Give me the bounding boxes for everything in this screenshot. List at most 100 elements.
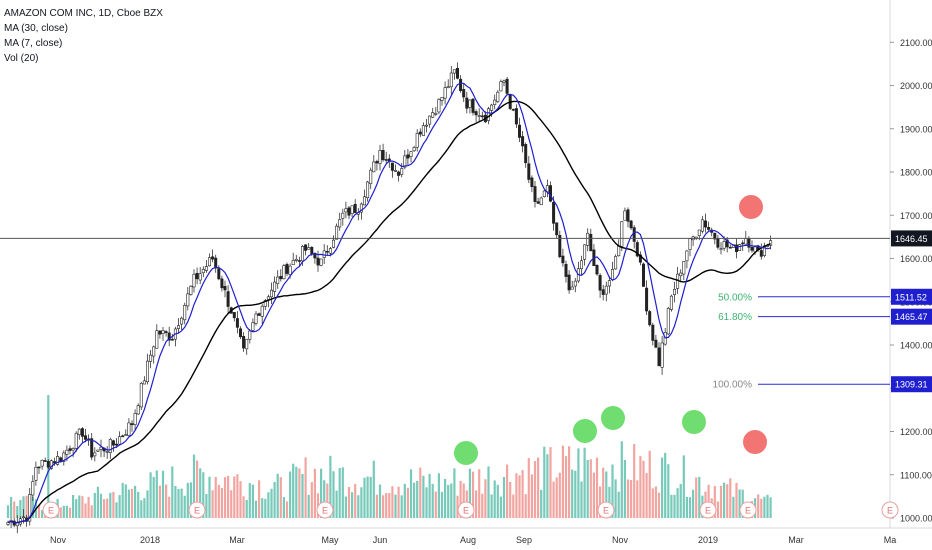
volume-bar — [93, 493, 96, 518]
earnings-event[interactable]: E — [699, 501, 717, 519]
candle — [632, 227, 636, 242]
candle — [468, 99, 472, 108]
candle — [648, 311, 652, 326]
candle — [393, 169, 397, 172]
volume-bar — [47, 395, 50, 518]
volume-bar — [552, 481, 555, 518]
candle — [372, 161, 376, 173]
earnings-event-label: E — [48, 506, 54, 516]
candle — [257, 313, 261, 316]
earnings-event[interactable]: E — [597, 501, 615, 519]
candle — [266, 296, 270, 300]
volume-marker[interactable] — [601, 406, 625, 430]
volume-bar — [25, 495, 28, 518]
candle — [725, 239, 729, 248]
volume-bar — [397, 486, 400, 518]
volume-bar — [196, 460, 199, 518]
volume-marker[interactable] — [682, 410, 706, 434]
volume-bar — [121, 483, 124, 518]
volume-bar — [620, 441, 623, 518]
volume-bar — [707, 484, 710, 518]
earnings-event-icon — [188, 501, 206, 519]
candle — [204, 266, 208, 271]
earnings-event-label: E — [705, 506, 711, 516]
volume-bar — [332, 471, 335, 518]
price-tick-label: 1000.00 — [900, 514, 932, 524]
candle — [561, 255, 565, 264]
candle — [31, 481, 35, 496]
candle — [108, 439, 112, 453]
candle — [155, 330, 159, 349]
earnings-event[interactable]: E — [42, 501, 60, 519]
earnings-event[interactable]: E — [739, 501, 757, 519]
volume-legend[interactable]: Vol (20) — [4, 53, 39, 64]
fib-price-tag[interactable] — [891, 308, 932, 325]
volume-bar — [354, 484, 357, 518]
volume-bar — [685, 497, 688, 518]
volume-bar — [118, 495, 121, 518]
volume-bar — [564, 456, 568, 518]
candle — [84, 435, 88, 440]
candle — [567, 274, 571, 291]
candle — [669, 295, 673, 310]
candle — [319, 258, 323, 266]
volume-bar — [366, 476, 369, 518]
candle — [589, 234, 593, 252]
earnings-event[interactable]: E — [457, 501, 475, 519]
volume-marker[interactable] — [743, 430, 767, 454]
candle — [325, 250, 329, 253]
volume-bar — [273, 481, 276, 518]
volume-bar — [130, 488, 134, 518]
candle — [254, 313, 258, 324]
earnings-event-icon — [457, 501, 475, 519]
candle — [666, 308, 670, 335]
earnings-event[interactable]: E — [188, 501, 206, 519]
volume-bar — [760, 498, 763, 518]
fib-price-tag[interactable] — [891, 376, 932, 393]
volume-bar — [434, 491, 437, 518]
fib-price-label: 1309.31 — [895, 380, 928, 390]
volume-bar — [347, 487, 351, 518]
candle — [738, 244, 742, 251]
candle — [614, 256, 618, 270]
volume-bar — [667, 464, 670, 518]
volume-bar — [540, 489, 543, 518]
volume-bar — [99, 493, 103, 518]
volume-bar — [614, 479, 617, 518]
volume-bar — [338, 468, 341, 518]
candle — [558, 234, 562, 258]
ma30-legend[interactable]: MA (30, close) — [4, 23, 68, 34]
volume-bar — [183, 495, 186, 518]
candle — [300, 246, 304, 262]
candle — [68, 448, 72, 451]
candle — [384, 159, 388, 161]
price-marker[interactable] — [739, 195, 763, 219]
volume-bar — [84, 503, 87, 518]
volume-bar — [192, 454, 196, 518]
earnings-event-icon — [699, 501, 717, 519]
volume-bar — [72, 495, 75, 518]
current-price-tag[interactable] — [891, 230, 932, 247]
candle — [177, 325, 181, 329]
ma7-legend[interactable]: MA (7, close) — [4, 38, 63, 49]
earnings-event[interactable]: E — [316, 501, 334, 519]
volume-marker[interactable] — [573, 419, 597, 443]
volume-bar — [282, 497, 285, 518]
volume-marker[interactable] — [454, 441, 478, 465]
volume-bar — [13, 501, 16, 518]
earnings-event[interactable]: E — [881, 501, 899, 519]
fib-price-tag[interactable] — [891, 288, 932, 305]
candle — [375, 161, 379, 164]
volume-bar — [279, 477, 282, 518]
time-label: Nov — [50, 535, 67, 545]
volume-bar — [124, 484, 127, 518]
volume-bar — [242, 496, 245, 518]
candle — [239, 328, 243, 338]
earnings-event-icon — [597, 501, 615, 519]
symbol-title[interactable]: AMAZON COM INC, 1D, Cboe BZX — [4, 8, 163, 19]
candle — [245, 338, 249, 350]
candle — [409, 151, 413, 157]
price-tick-label: 2000.00 — [900, 81, 932, 91]
candle — [71, 448, 75, 451]
